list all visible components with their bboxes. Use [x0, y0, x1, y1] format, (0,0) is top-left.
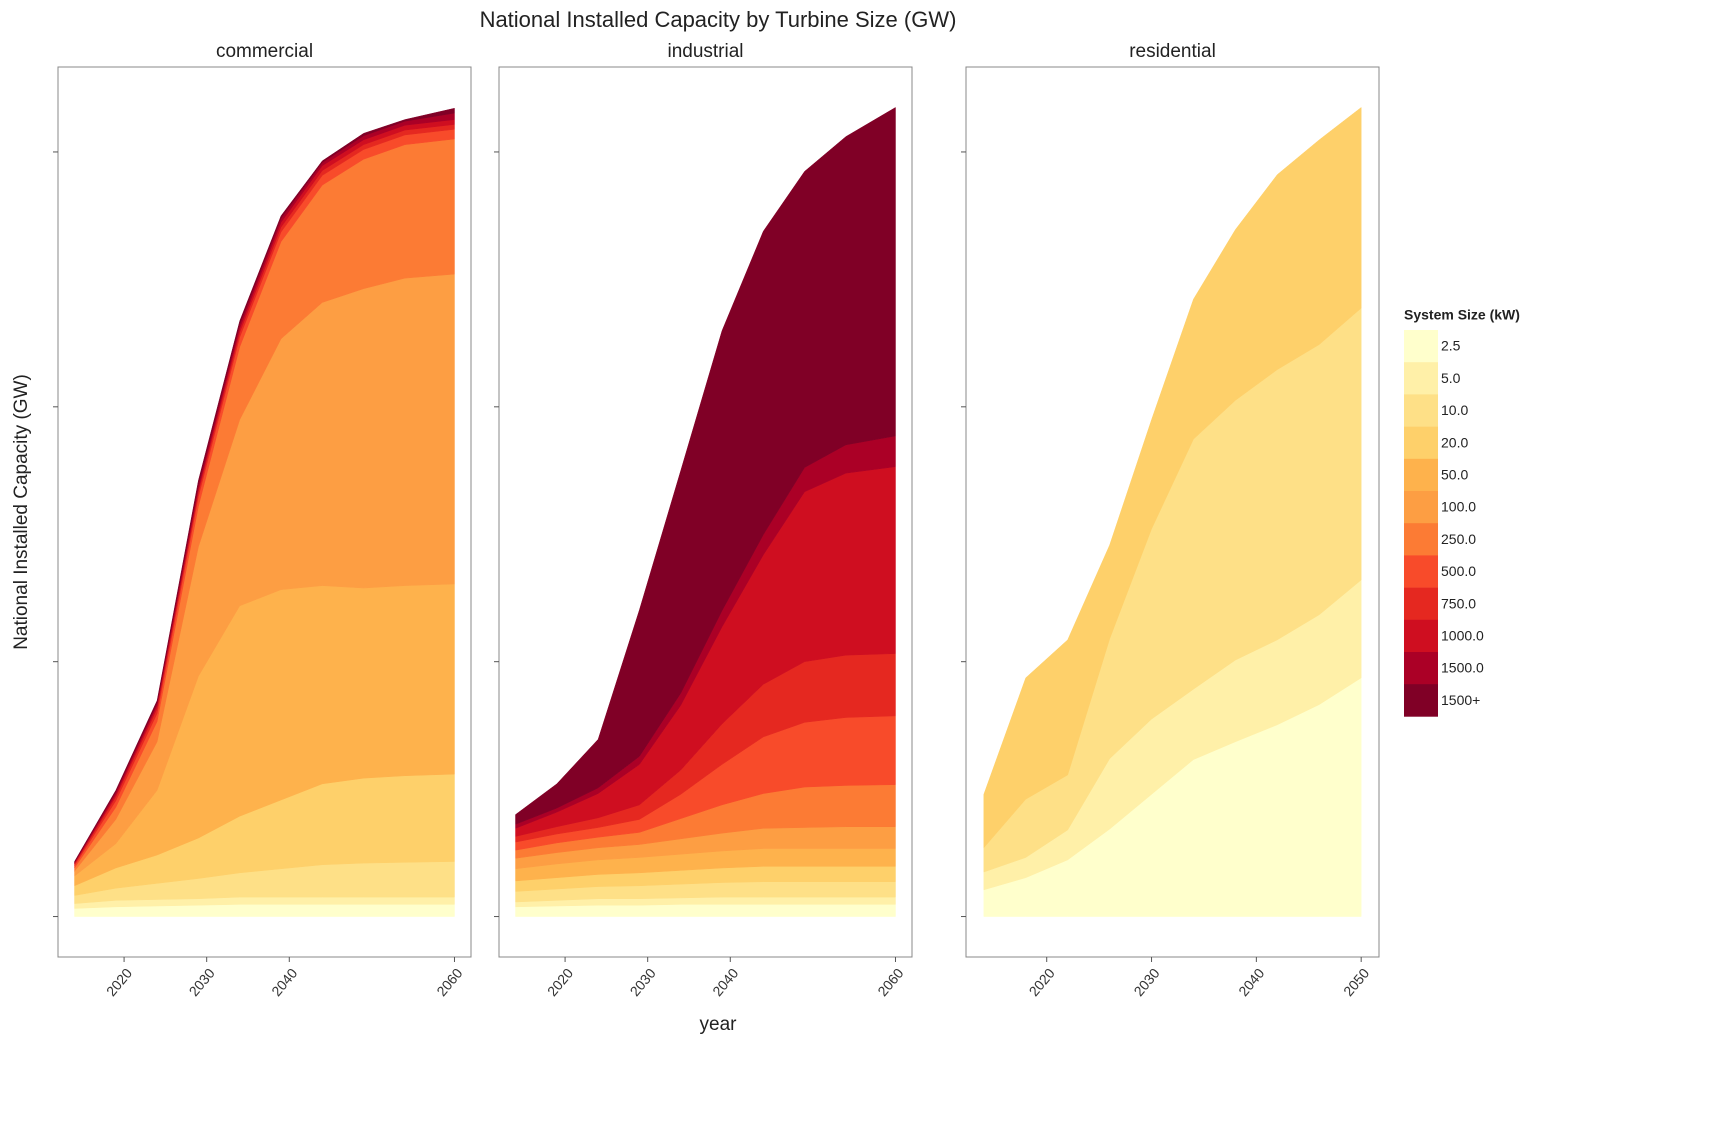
legend-label: 250.0	[1441, 531, 1476, 547]
legend-swatch	[1404, 394, 1438, 427]
x-tick-label: 2020	[103, 965, 135, 999]
x-tick-label: 2040	[709, 965, 741, 999]
x-tick-label: 2030	[186, 965, 218, 999]
legend-label: 10.0	[1441, 402, 1468, 418]
legend-swatch	[1404, 362, 1438, 395]
legend-label: 1500.0	[1441, 660, 1484, 676]
legend-swatch	[1404, 426, 1438, 460]
panel-border	[57, 66, 472, 958]
legend-swatch	[1404, 684, 1438, 717]
x-axis-label: year	[700, 1014, 738, 1035]
x-tick-label: 2060	[874, 965, 906, 999]
x-tick-label: 2020	[544, 965, 576, 999]
legend-swatch	[1404, 330, 1438, 363]
legend-swatch	[1404, 523, 1438, 556]
legend-label: 5.0	[1441, 370, 1461, 386]
area-layer	[983, 106, 1362, 849]
x-tick-label: 2060	[433, 965, 465, 999]
legend-label: 50.0	[1441, 467, 1468, 483]
legend-swatch	[1404, 587, 1438, 621]
legend-label: 100.0	[1441, 499, 1476, 515]
x-tick-label: 2040	[1235, 965, 1267, 999]
legend-swatch	[1404, 491, 1438, 524]
legend-title: System Size (kW)	[1404, 307, 1520, 323]
facet-title: industrial	[667, 41, 743, 62]
x-tick-label: 2050	[1340, 965, 1372, 999]
legend-swatch	[1404, 555, 1438, 588]
y-axis-label: National Installed Capacity (GW)	[11, 374, 32, 650]
legend-label: 750.0	[1441, 595, 1476, 611]
legend-label: 1500+	[1441, 692, 1480, 708]
legend-label: 500.0	[1441, 563, 1476, 579]
legend-label: 2.5	[1441, 338, 1461, 354]
legend-swatch	[1404, 458, 1438, 492]
legend-label: 20.0	[1441, 434, 1468, 450]
panel-border	[498, 66, 913, 958]
area-layer	[515, 107, 896, 825]
x-tick-label: 2030	[627, 965, 659, 999]
x-tick-label: 2020	[1026, 965, 1058, 999]
legend-swatch	[1404, 652, 1438, 685]
panel-border	[965, 66, 1380, 958]
facet-title: residential	[1129, 41, 1216, 62]
legend-label: 1000.0	[1441, 628, 1484, 644]
area-layer	[74, 107, 455, 864]
chart-title: National Installed Capacity by Turbine S…	[480, 7, 957, 32]
facet-title: commercial	[216, 41, 313, 62]
legend-swatch	[1404, 619, 1438, 653]
x-tick-label: 2030	[1130, 965, 1162, 999]
x-tick-label: 2040	[268, 965, 300, 999]
area-layer	[515, 904, 896, 917]
